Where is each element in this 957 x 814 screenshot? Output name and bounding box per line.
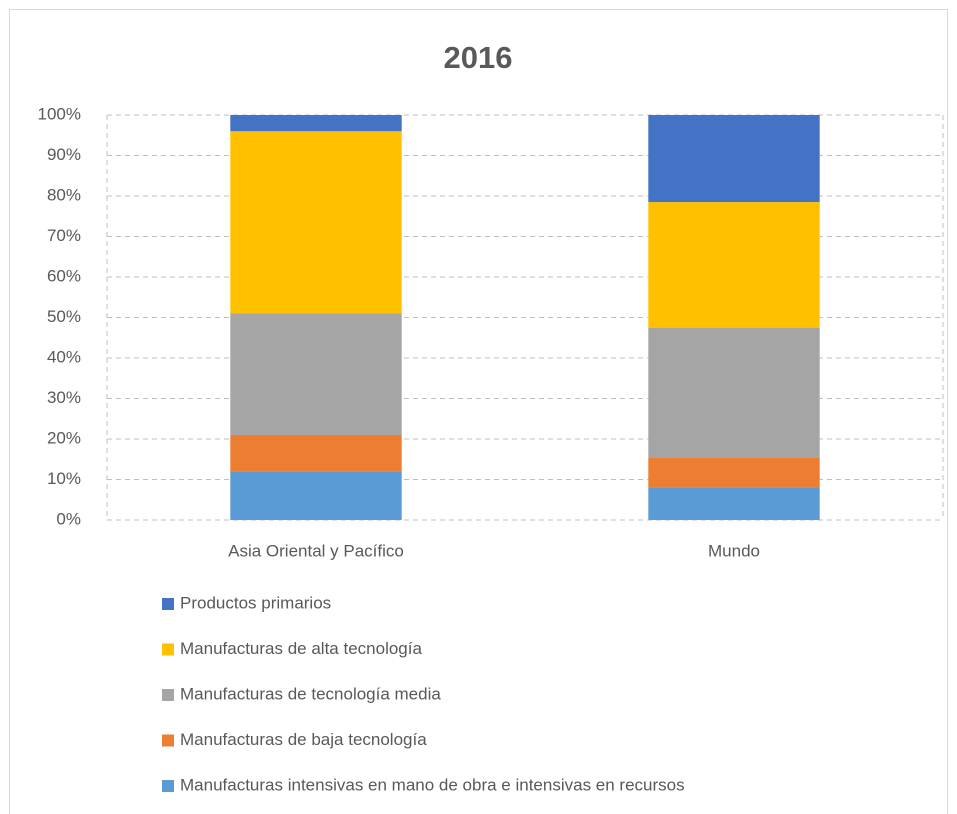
bar-segment [230, 115, 402, 132]
y-tick-label: 80% [47, 185, 81, 204]
y-tick-label: 100% [38, 104, 81, 123]
y-tick-label: 50% [47, 307, 81, 326]
legend-label: Productos primarios [180, 593, 331, 612]
x-tick-label: Mundo [708, 541, 760, 560]
y-tick-label: 60% [47, 266, 81, 285]
y-tick-label: 0% [56, 509, 81, 528]
legend-label: Manufacturas de alta tecnología [180, 639, 422, 658]
bar-segment [648, 457, 820, 488]
bar-segment [230, 313, 402, 435]
legend-swatch [162, 734, 174, 747]
bar-segment [648, 202, 820, 328]
bar-segment [230, 131, 402, 314]
y-tick-label: 10% [47, 469, 81, 488]
y-tick-label: 30% [47, 388, 81, 407]
y-tick-label: 20% [47, 428, 81, 447]
bar-segment [648, 115, 820, 203]
y-tick-label: 90% [47, 145, 81, 164]
legend-label: Manufacturas de tecnología media [180, 684, 441, 703]
bar-segment [648, 487, 820, 520]
legend-swatch [162, 598, 174, 610]
x-tick-label: Asia Oriental y Pacífico [228, 541, 404, 560]
legend-label: Manufacturas de baja tecnología [180, 730, 427, 749]
y-tick-label: 40% [47, 347, 81, 366]
bar-segment [648, 327, 820, 458]
legend-swatch [162, 780, 174, 792]
bar-segment [230, 471, 402, 520]
bar-segment [230, 434, 402, 472]
legend-swatch [162, 643, 174, 656]
legend-swatch [162, 689, 174, 701]
y-tick-label: 70% [47, 226, 81, 245]
chart-title: 2016 [444, 40, 513, 75]
legend-label: Manufacturas intensivas en mano de obra … [180, 775, 685, 794]
